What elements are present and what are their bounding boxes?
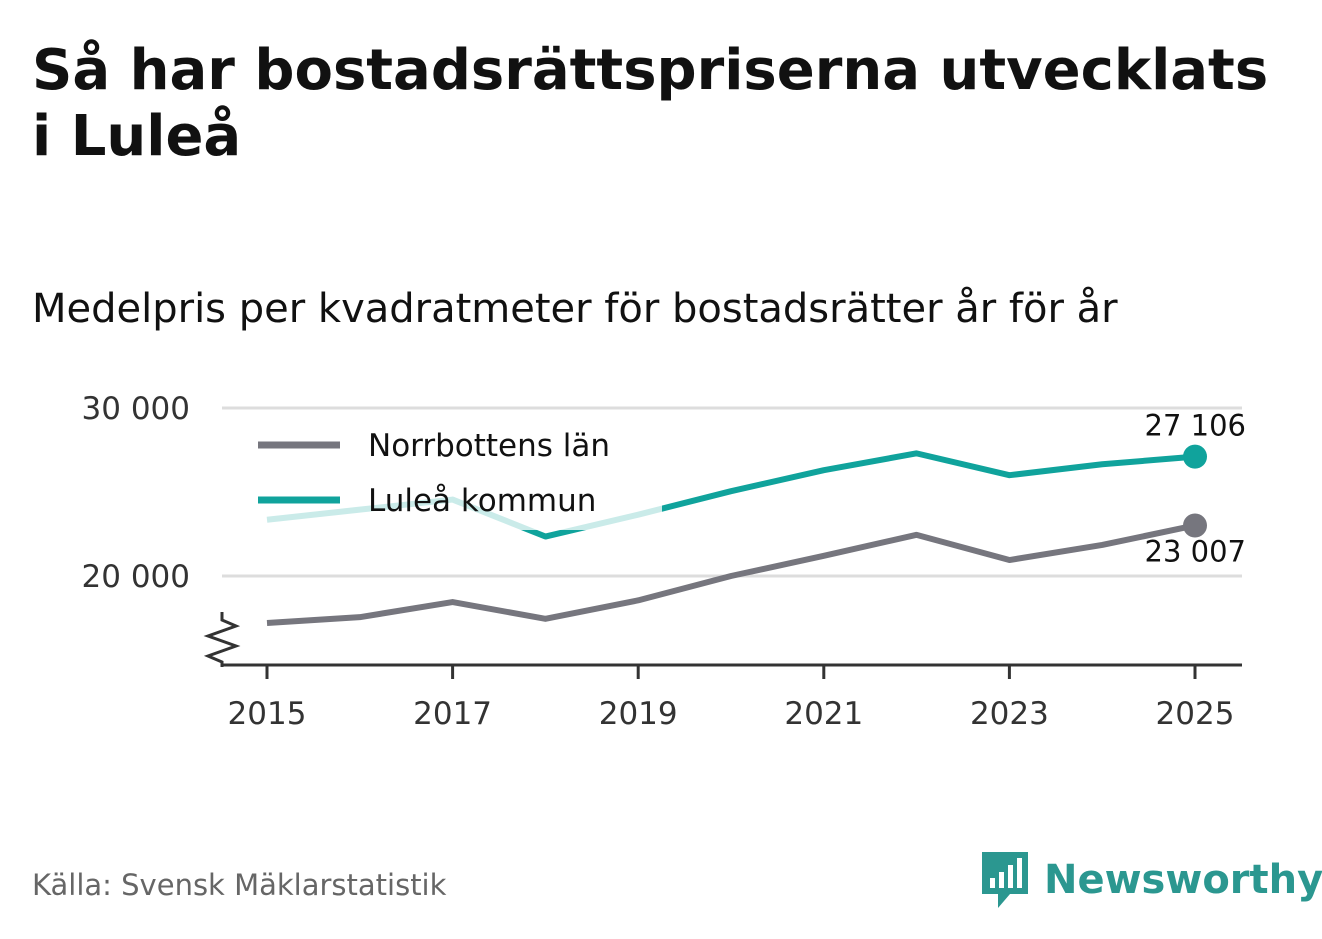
end-point-lulea-kommun [1183,444,1207,469]
chart-title: Så har bostadsrättspriserna utvecklats i… [32,38,1269,169]
brand-logo: Newsworthy [980,850,1322,910]
end-label-norrbottens-lan: 23 007 [1145,534,1246,568]
series-line-norrbottens-lan [266,522,1196,627]
newsworthy-logo-icon [982,852,1028,908]
legend-label-lulea-kommun: Luleå kommun [368,483,596,519]
line-chart: Norrbottens län Luleå kommun 23 007 27 10… [82,391,1246,732]
end-point-norrbottens-lan [1183,513,1207,538]
series-markers: 23 007 27 106 [1145,409,1246,569]
source-note: Källa: Svensk Mäklarstatistik [32,868,447,902]
y-tick-label-20000: 20 000 [82,559,190,595]
legend-background [250,410,662,530]
end-label-lulea-kommun: 27 106 [1145,409,1246,443]
y-axis-break-icon [203,612,241,667]
chart-subtitle: Medelpris per kvadratmeter för bostadsrä… [32,286,1118,332]
x-tick-label-2021: 2021 [784,696,863,732]
brand-name: Newsworthy [1044,857,1322,903]
x-tick-label-2017: 2017 [413,696,492,732]
axes: 20 000 30 000 2015 2017 2019 2021 2023 2025 [82,391,1242,732]
x-tick-label-2015: 2015 [228,696,307,732]
x-tick-label-2025: 2025 [1156,696,1235,732]
x-tick-label-2023: 2023 [970,696,1049,732]
y-tick-label-30000: 30 000 [82,391,190,427]
x-tick-label-2019: 2019 [599,696,678,732]
legend-label-norrbottens-lan: Norrbottens län [368,428,610,464]
legend: Norrbottens län Luleå kommun [250,410,662,530]
